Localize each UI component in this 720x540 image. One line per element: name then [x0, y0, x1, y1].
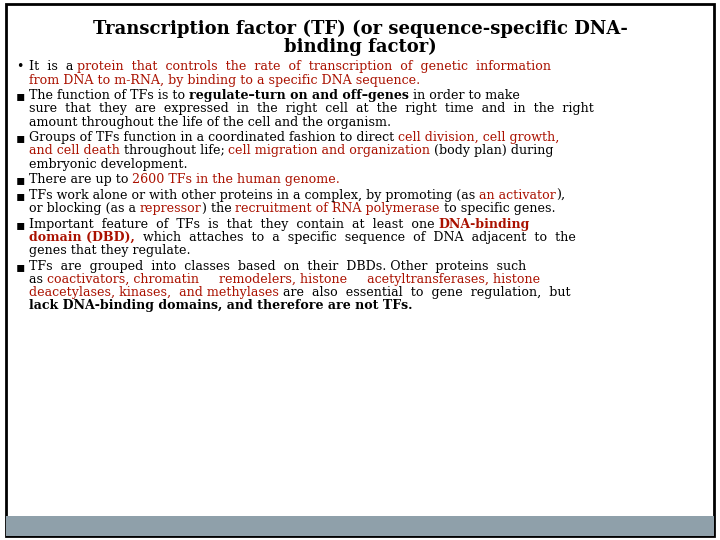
Text: or blocking (as a: or blocking (as a	[29, 202, 140, 215]
Text: and cell death: and cell death	[29, 144, 120, 158]
Text: domain (DBD),: domain (DBD),	[29, 231, 135, 244]
Text: genes that they regulate.: genes that they regulate.	[29, 244, 190, 257]
Text: sure  that  they  are  expressed  in  the  right  cell  at  the  right  time  an: sure that they are expressed in the righ…	[29, 103, 594, 116]
Text: It  is  a: It is a	[29, 60, 77, 73]
Text: lack DNA-binding domains, and therefore are not TFs.: lack DNA-binding domains, and therefore …	[29, 299, 413, 312]
Text: There are up to: There are up to	[29, 173, 132, 186]
Text: in order to make: in order to make	[409, 89, 520, 102]
Text: TFs  are  grouped  into  classes  based  on  their  DBDs. Other  proteins  such: TFs are grouped into classes based on th…	[29, 260, 526, 273]
Text: regulate–turn on and off–genes: regulate–turn on and off–genes	[189, 89, 409, 102]
Text: ▪: ▪	[16, 189, 25, 203]
Text: TFs work alone or with other proteins in a complex, by promoting (as: TFs work alone or with other proteins in…	[29, 189, 479, 202]
Text: to specific genes.: to specific genes.	[440, 202, 555, 215]
Text: DNA-binding: DNA-binding	[438, 218, 530, 231]
Text: ) the: ) the	[202, 202, 235, 215]
Text: recruitment of RNA polymerase: recruitment of RNA polymerase	[235, 202, 440, 215]
Text: ▪: ▪	[16, 173, 25, 187]
Text: embryonic development.: embryonic development.	[29, 158, 187, 171]
Text: Groups of TFs function in a coordinated fashion to direct: Groups of TFs function in a coordinated …	[29, 131, 398, 144]
Bar	[6, 516, 714, 536]
Text: The function of TFs is to: The function of TFs is to	[29, 89, 189, 102]
Text: coactivators, chromatin     remodelers, histone     acetyltransferases, histone: coactivators, chromatin remodelers, hist…	[47, 273, 540, 286]
Text: amount throughout the life of the cell and the organism.: amount throughout the life of the cell a…	[29, 116, 391, 129]
Text: 2600 TFs in the human genome.: 2600 TFs in the human genome.	[132, 173, 340, 186]
Text: ▪: ▪	[16, 260, 25, 274]
Text: Transcription factor (TF) (or sequence-specific DNA-: Transcription factor (TF) (or sequence-s…	[93, 19, 627, 38]
Text: •: •	[16, 60, 23, 73]
Text: repressor: repressor	[140, 202, 202, 215]
Text: cell migration and organization: cell migration and organization	[228, 144, 431, 158]
Text: ▪: ▪	[16, 89, 25, 103]
Text: protein  that  controls  the  rate  of  transcription  of  genetic  information: protein that controls the rate of transc…	[77, 60, 552, 73]
Text: from DNA to m-RNA, by binding to a specific DNA sequence.: from DNA to m-RNA, by binding to a speci…	[29, 73, 420, 87]
Text: deacetylases, kinases,  and methylases: deacetylases, kinases, and methylases	[29, 286, 279, 299]
Text: ▪: ▪	[16, 131, 25, 145]
Text: (body plan) during: (body plan) during	[431, 144, 554, 158]
Text: an activator: an activator	[479, 189, 556, 202]
Text: binding factor): binding factor)	[284, 38, 436, 56]
Text: ),: ),	[556, 189, 565, 202]
Text: which  attaches  to  a  specific  sequence  of  DNA  adjacent  to  the: which attaches to a specific sequence of…	[135, 231, 575, 244]
Text: cell division, cell growth,: cell division, cell growth,	[398, 131, 559, 144]
Text: are  also  essential  to  gene  regulation,  but: are also essential to gene regulation, b…	[279, 286, 570, 299]
Text: throughout life;: throughout life;	[120, 144, 228, 158]
Text: Important  feature  of  TFs  is  that  they  contain  at  least  one: Important feature of TFs is that they co…	[29, 218, 438, 231]
Text: ▪: ▪	[16, 218, 25, 232]
Text: as: as	[29, 273, 47, 286]
